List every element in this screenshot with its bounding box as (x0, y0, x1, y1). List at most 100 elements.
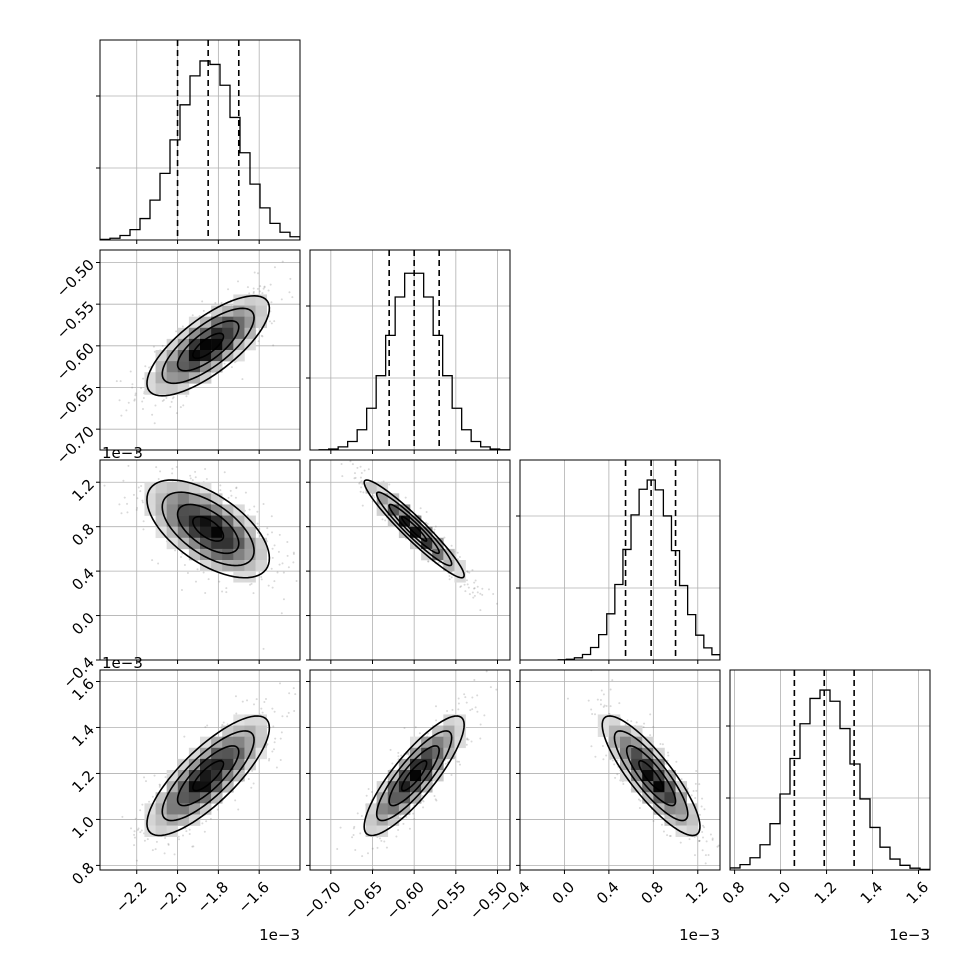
sample-point (188, 832, 191, 835)
sample-point (157, 478, 160, 481)
sample-point (675, 760, 678, 763)
density-cell (211, 526, 223, 539)
sample-point (471, 569, 474, 572)
sample-point (637, 798, 640, 801)
density-cell (200, 758, 212, 771)
sample-point (287, 711, 290, 714)
sample-point (705, 840, 708, 843)
sample-point (261, 292, 264, 295)
density-cell (144, 493, 156, 505)
density-cell (387, 792, 400, 804)
histogram-panel-p0 (96, 39, 301, 244)
density-cell (211, 361, 223, 373)
density-cell (255, 294, 267, 306)
sample-point (427, 560, 430, 563)
sample-point (287, 566, 290, 569)
sample-point (272, 748, 275, 751)
sample-point (448, 574, 451, 577)
sample-point (257, 340, 260, 343)
sample-point (164, 776, 167, 779)
density-cell (188, 504, 201, 516)
density-cell (222, 758, 234, 771)
density-cell (642, 736, 654, 749)
sample-point (126, 511, 129, 514)
sample-point (407, 752, 410, 755)
density-cell (387, 803, 400, 815)
density-cell (255, 560, 267, 572)
sample-point (259, 285, 262, 288)
sample-point (466, 738, 469, 741)
histogram-step-line (557, 479, 720, 660)
sample-point (479, 723, 482, 726)
sample-point (352, 834, 355, 837)
sample-point (271, 750, 274, 753)
sample-point (143, 839, 146, 842)
density-cell (244, 294, 256, 306)
density-cell (244, 758, 256, 771)
density-cell (166, 338, 179, 351)
density-cell (222, 548, 234, 561)
density-cell (653, 803, 665, 815)
sample-point (223, 362, 226, 365)
sample-point (446, 709, 449, 712)
density-cell (410, 537, 422, 550)
sample-point (158, 785, 161, 788)
sample-point (256, 531, 259, 534)
sample-point (694, 796, 697, 799)
density-cell (421, 736, 433, 749)
sample-point (381, 518, 384, 521)
density-cell (244, 316, 256, 329)
sample-point (341, 475, 344, 478)
sample-point (133, 836, 136, 839)
sample-point (201, 822, 204, 825)
sample-point (219, 484, 222, 487)
sample-point (698, 840, 701, 843)
sample-point (450, 544, 453, 547)
density-cell (410, 770, 422, 782)
sample-point (495, 602, 498, 605)
density-cell (410, 758, 422, 771)
sample-point (181, 325, 184, 328)
density-cell (166, 482, 179, 494)
sample-point (360, 480, 363, 483)
sample-point (458, 555, 461, 558)
sample-point (202, 309, 205, 312)
sample-point (158, 783, 161, 786)
sample-point (189, 477, 192, 480)
density-cell (631, 736, 643, 749)
sample-point (144, 365, 147, 368)
sample-point (191, 845, 194, 848)
sample-point (252, 290, 255, 293)
sample-point (262, 287, 265, 290)
sample-point (361, 855, 364, 858)
scatter-panel-p1-vs-p0 (96, 249, 301, 454)
density-cell (398, 758, 411, 771)
sample-point (353, 472, 356, 475)
sample-point (354, 848, 357, 851)
sample-point (395, 835, 398, 838)
sample-point (435, 799, 438, 802)
contour-lines (601, 715, 701, 837)
sample-point (471, 591, 474, 594)
sample-point (140, 829, 143, 832)
density-cell (631, 781, 643, 793)
sample-point (414, 726, 417, 729)
sample-point (220, 301, 223, 304)
density-cell (620, 725, 632, 737)
density-cell (398, 792, 411, 804)
sample-point (134, 394, 137, 397)
contour-line (192, 332, 225, 360)
sample-point (191, 479, 194, 482)
density-cell (200, 515, 212, 527)
density-cell (244, 537, 256, 550)
sample-point (356, 466, 359, 469)
sample-point (143, 776, 146, 779)
sample-point (367, 788, 370, 791)
contour-line (146, 715, 271, 837)
sample-point (229, 489, 232, 492)
density-cell (177, 493, 190, 505)
sample-point (134, 392, 137, 395)
density-cell (233, 526, 245, 539)
panel-frame (309, 669, 511, 871)
sample-point (262, 647, 265, 650)
